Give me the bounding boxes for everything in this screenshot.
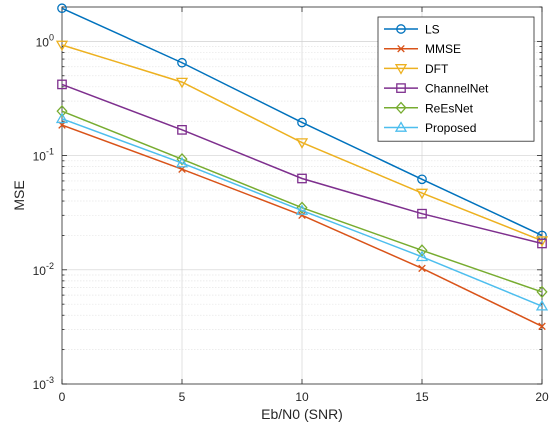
data-point <box>56 104 68 118</box>
x-axis-label: Eb/N0 (SNR) <box>261 406 343 422</box>
series-line <box>61 83 543 245</box>
legend-marker <box>396 83 406 93</box>
y-tick-base: 10 <box>33 150 47 164</box>
data-point <box>535 236 549 247</box>
data-point <box>297 117 307 128</box>
legend: LS MMSE DFT ChannelNet ReEsNet Proposed <box>377 16 535 142</box>
x-tick-label: 10 <box>295 390 309 404</box>
x-tick-label: 0 <box>59 390 66 404</box>
y-tick-label: 10-2 <box>33 261 54 278</box>
series-dft <box>55 40 549 247</box>
y-axis-label: MSE <box>11 180 27 210</box>
y-tick-exponent: -2 <box>46 261 54 271</box>
series-ls <box>57 3 547 241</box>
y-tick-exponent: 0 <box>49 32 54 42</box>
data-point <box>295 138 309 149</box>
y-tick-base: 10 <box>36 35 50 49</box>
legend-item-proposed: Proposed <box>384 121 476 135</box>
data-point <box>57 3 67 14</box>
x-tick-label: 5 <box>179 390 186 404</box>
legend-marker <box>396 24 406 34</box>
legend-label: MMSE <box>425 42 461 56</box>
legend-marker <box>394 121 408 132</box>
y-tick-exponent: -1 <box>46 147 54 157</box>
legend-item-mmse: MMSE <box>384 42 461 56</box>
data-point <box>295 204 309 215</box>
data-point <box>417 208 427 219</box>
data-point <box>297 173 307 184</box>
legend-label: Proposed <box>425 121 476 135</box>
y-tick-label: 10-3 <box>33 375 54 392</box>
legend-marker <box>395 101 407 114</box>
series-channelnet <box>57 79 547 249</box>
legend-label: ChannelNet <box>425 82 489 96</box>
series-line <box>61 7 543 237</box>
legend-item-dft: DFT <box>384 62 449 76</box>
y-tick-base: 10 <box>33 378 47 392</box>
y-tick-exponent: -3 <box>46 375 54 385</box>
legend-item-channelnet: ChannelNet <box>384 82 489 96</box>
data-point <box>55 112 69 124</box>
data-point <box>537 238 547 249</box>
series <box>55 3 549 331</box>
data-point <box>57 79 67 90</box>
legend-label: ReEsNet <box>425 101 474 115</box>
legend-item-ls: LS <box>384 23 440 37</box>
data-point <box>417 174 427 185</box>
legend-item-reesnet: ReEsNet <box>384 101 474 115</box>
legend-label: DFT <box>425 62 449 76</box>
data-point <box>298 211 306 220</box>
data-point <box>415 250 429 262</box>
legend-marker <box>397 44 405 53</box>
data-point <box>536 285 548 299</box>
series-proposed <box>55 112 549 311</box>
data-point <box>535 299 549 311</box>
data-point <box>175 77 189 89</box>
x-tick-label: 15 <box>415 390 429 404</box>
data-point <box>415 188 429 200</box>
y-tick-label: 100 <box>36 32 54 49</box>
data-point <box>418 264 426 273</box>
data-point <box>177 125 187 135</box>
data-point <box>538 322 546 331</box>
data-point <box>177 57 187 68</box>
series-line <box>61 118 543 307</box>
legend-label: LS <box>425 23 440 37</box>
data-point <box>176 153 188 166</box>
series-reesnet <box>56 104 548 299</box>
series-line <box>61 44 543 242</box>
data-point <box>416 244 428 257</box>
data-point <box>296 201 308 214</box>
legend-box <box>377 16 535 142</box>
y-tick-base: 10 <box>33 264 47 278</box>
legend-marker <box>394 64 408 75</box>
series-line <box>61 110 543 293</box>
data-point <box>175 156 189 168</box>
data-point <box>55 40 69 52</box>
y-tick-label: 10-1 <box>33 147 54 164</box>
x-tick-label: 20 <box>535 390 549 404</box>
